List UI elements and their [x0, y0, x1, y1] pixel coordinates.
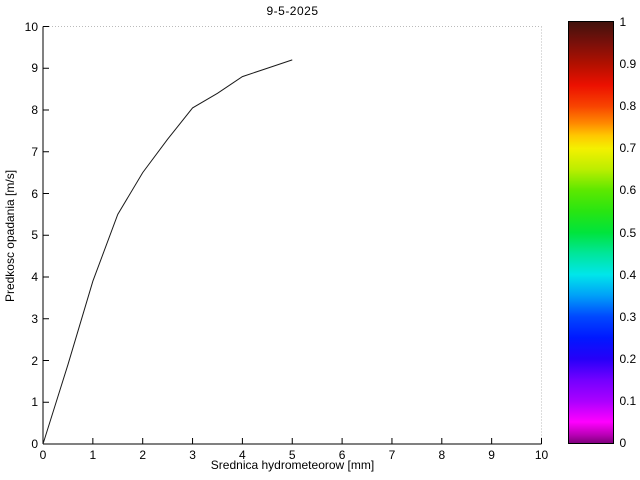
- y-tick-label: 4: [31, 270, 38, 284]
- x-tick-label: 5: [288, 448, 296, 462]
- y-tick-label: 6: [31, 186, 38, 201]
- x-tick-label: 6: [338, 448, 346, 462]
- x-tick-label: 8: [438, 448, 446, 462]
- x-tick-label: 0: [39, 448, 47, 462]
- colorbar-tick-label: 0.1: [619, 393, 637, 408]
- colorbar-tick-label: 0.6: [619, 183, 637, 198]
- colorbar-tick-label: 0.8: [619, 99, 637, 114]
- y-tick-label: 0: [31, 437, 38, 451]
- chart-title: 9-5-2025: [266, 4, 319, 18]
- colorbar-tick-label: 0.9: [619, 57, 637, 72]
- colorbar-tick-label: 1: [619, 15, 627, 29]
- colorbar-tick-label: 0.3: [619, 309, 637, 324]
- x-tick-label: 9: [488, 448, 495, 462]
- colorbar: [568, 21, 614, 444]
- fall-velocity-curve: [42, 59, 293, 445]
- x-tick-label: 1: [89, 448, 97, 462]
- x-axis-label: Srednica hydrometeorow [mm]: [210, 458, 375, 472]
- colorbar-tick-label: 0.4: [619, 267, 637, 282]
- x-tick-label: 7: [388, 448, 396, 462]
- colorbar-tick-label: 0: [619, 436, 627, 450]
- y-tick-label: 2: [31, 353, 38, 368]
- x-tick-label: 2: [139, 448, 147, 462]
- y-tick-label: 5: [31, 228, 38, 243]
- x-tick-label: 10: [534, 448, 549, 462]
- y-tick-label: 8: [31, 103, 38, 117]
- colorbar-tick-label: 0.7: [619, 141, 637, 156]
- y-tick-label: 3: [31, 311, 38, 326]
- colorbar-tick-label: 0.2: [619, 351, 637, 366]
- y-tick-label: 9: [31, 61, 38, 76]
- y-tick-label: 10: [24, 19, 38, 34]
- y-axis-label: Predkosc opadania [m/s]: [3, 169, 17, 303]
- colorbar-tick-label: 0.5: [619, 225, 637, 240]
- y-tick-label: 7: [31, 144, 38, 159]
- y-tick-label: 1: [31, 395, 38, 410]
- x-tick-label: 3: [189, 448, 196, 462]
- x-tick-label: 4: [239, 448, 246, 462]
